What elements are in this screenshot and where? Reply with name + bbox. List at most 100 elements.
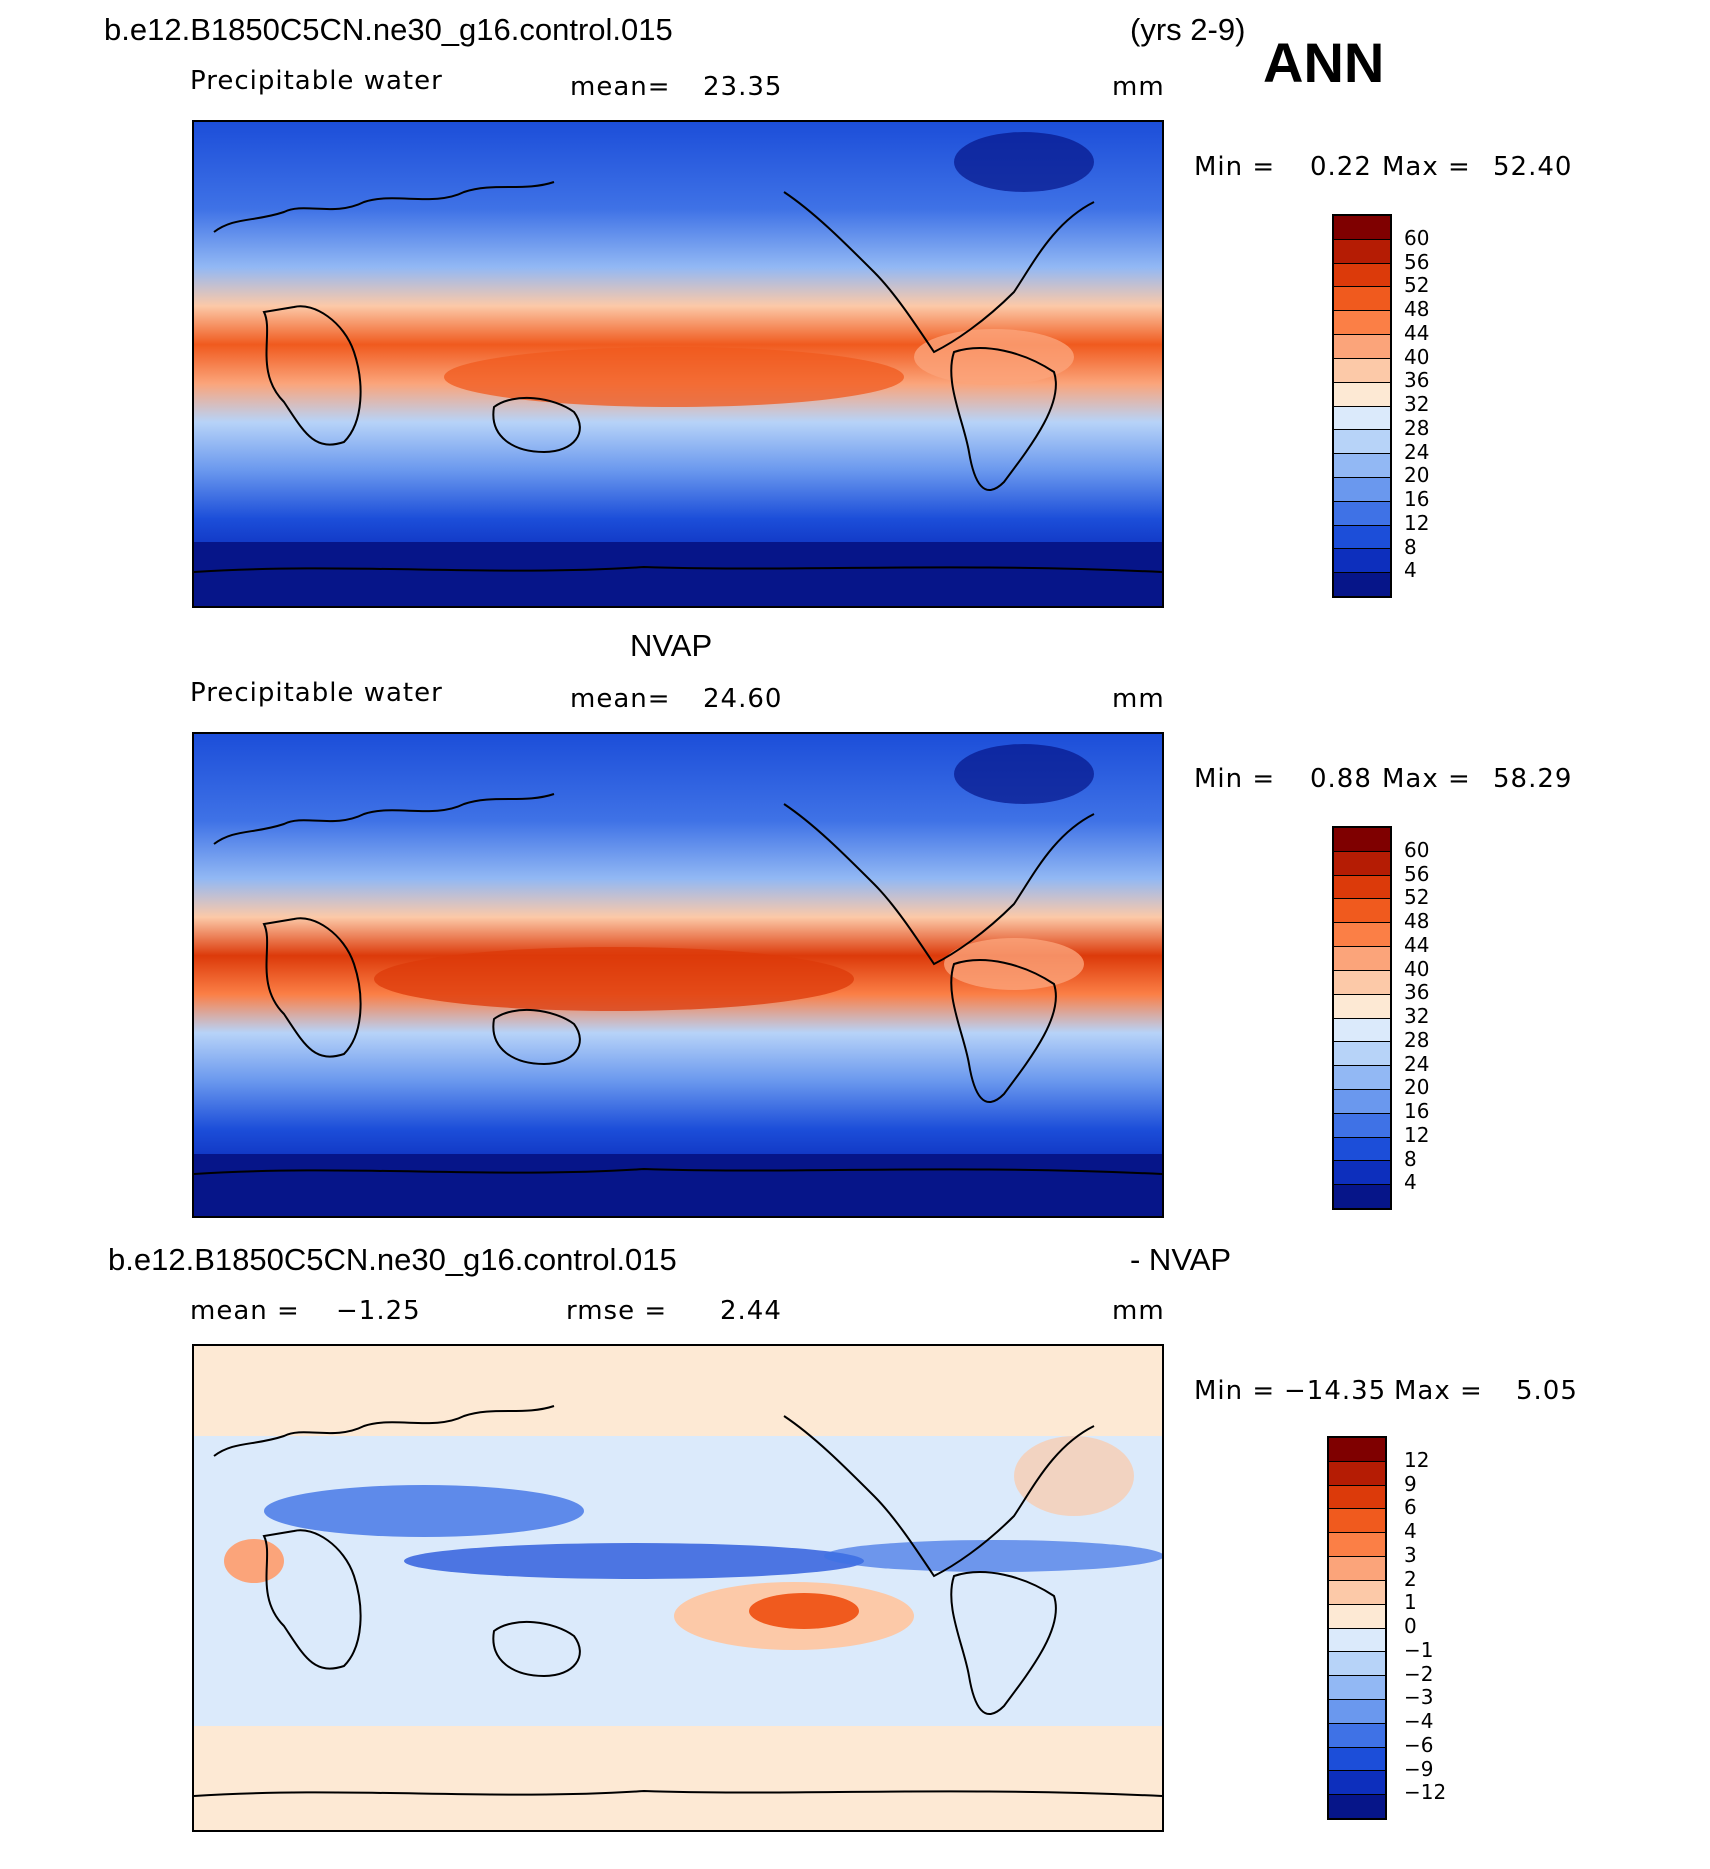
colorbar-segment: [1334, 454, 1390, 478]
colorbar-segment: [1334, 1018, 1390, 1043]
panel2-min-label: Min =: [1194, 764, 1276, 794]
colorbar-tick-label: 56: [1404, 861, 1430, 886]
colorbar-tick-label: 48: [1404, 297, 1430, 321]
colorbar-segment: [1334, 501, 1390, 526]
colorbar-segment: [1329, 1557, 1385, 1581]
panel1-map: [192, 120, 1164, 608]
panel3-mean-value: −1.25: [336, 1296, 421, 1326]
colorbar-tick-label: 8: [1404, 534, 1417, 559]
colorbar-segment: [1334, 1113, 1390, 1138]
colorbar-tick-label: 44: [1404, 932, 1430, 957]
colorbar-tick-label: 12: [1404, 1122, 1430, 1147]
panel1-mean-value: 23.35: [703, 72, 783, 102]
colorbar-tick-label: 20: [1404, 463, 1430, 488]
panel2-max-label: Max =: [1382, 764, 1471, 794]
colorbar-tick-label: −4: [1404, 1709, 1434, 1733]
colorbar-tick-label: 4: [1404, 1519, 1417, 1543]
panel3-contour-field: [194, 1346, 1162, 1830]
colorbar-segment: [1334, 923, 1390, 948]
panel1-coastlines: [194, 181, 1162, 573]
colorbar-tick-label: 24: [1404, 1051, 1430, 1076]
colorbar-tick-label: 20: [1404, 1075, 1430, 1100]
panel3-min-value: −14.35: [1284, 1376, 1387, 1406]
colorbar-segment: [1334, 263, 1390, 288]
colorbar-segment: [1334, 525, 1390, 550]
panel1-colorbar: [1332, 214, 1392, 598]
years-label: (yrs 2-9): [1130, 12, 1246, 47]
panel1-variable: Precipitable water: [190, 66, 443, 96]
panel2-colorbar-ticks: 60 56 52 48 44 40 36 32 28 24 20 16 12 8 4: [1404, 826, 1464, 1206]
colorbar-tick-label: 40: [1404, 956, 1430, 981]
panel2-colorbar: [1332, 826, 1392, 1210]
panel2-mean-value: 24.60: [703, 684, 783, 714]
colorbar-segment: [1329, 1604, 1385, 1629]
panel3-map: [192, 1344, 1164, 1832]
colorbar-segment: [1329, 1509, 1385, 1534]
colorbar-tick-label: 1: [1404, 1590, 1417, 1615]
colorbar-tick-label: 12: [1404, 1447, 1430, 1472]
panel3-mean-label: mean =: [190, 1296, 300, 1326]
colorbar-segment: [1329, 1485, 1385, 1510]
colorbar-segment: [1334, 216, 1390, 240]
colorbar-segment: [1329, 1723, 1385, 1748]
colorbar-tick-label: 6: [1404, 1495, 1417, 1520]
panel3-rmse-value: 2.44: [720, 1296, 782, 1326]
colorbar-segment: [1334, 549, 1390, 574]
colorbar-segment: [1334, 1185, 1390, 1208]
panel3-title-left: b.e12.B1850C5CN.ne30_g16.control.015: [108, 1242, 677, 1277]
colorbar-tick-label: 60: [1404, 837, 1430, 862]
colorbar-tick-label: −9: [1404, 1756, 1434, 1781]
panel2-units: mm: [1112, 684, 1165, 714]
colorbar-tick-label: 52: [1404, 273, 1430, 298]
panel1-units: mm: [1112, 72, 1165, 102]
colorbar-tick-label: 44: [1404, 320, 1430, 345]
colorbar-segment: [1334, 335, 1390, 359]
colorbar-segment: [1329, 1771, 1385, 1796]
panel1-min-value: 0.22: [1310, 152, 1372, 182]
colorbar-segment: [1334, 899, 1390, 924]
panel3-colorbar: [1327, 1436, 1387, 1820]
colorbar-segment: [1334, 239, 1390, 264]
colorbar-tick-label: −6: [1404, 1732, 1434, 1757]
panel3-coastlines: [194, 1405, 1162, 1797]
panel3-max-label: Max =: [1394, 1376, 1483, 1406]
panel1-contour-field: [194, 122, 1162, 606]
colorbar-segment: [1334, 311, 1390, 336]
panel1-max-value: 52.40: [1493, 152, 1573, 182]
colorbar-segment: [1334, 875, 1390, 900]
colorbar-tick-label: 2: [1404, 1566, 1417, 1591]
panel3-colorbar-ticks: 12 9 6 4 3 2 1 0 −1 −2 −3 −4 −6 −9 −12: [1404, 1436, 1464, 1816]
panel1-mean-label: mean=: [570, 72, 671, 102]
colorbar-segment: [1329, 1652, 1385, 1677]
colorbar-segment: [1329, 1438, 1385, 1462]
panel2-title: NVAP: [630, 628, 713, 663]
panel1-colorbar-ticks: 60 56 52 48 44 40 36 32 28 24 20 16 12 8 4: [1404, 214, 1464, 594]
colorbar-tick-label: −1: [1404, 1637, 1434, 1662]
colorbar-tick-label: 28: [1404, 415, 1430, 440]
panel2-coastlines: [194, 793, 1162, 1175]
panel3-min-label: Min =: [1194, 1376, 1276, 1406]
colorbar-segment: [1334, 382, 1390, 407]
colorbar-segment: [1334, 406, 1390, 431]
colorbar-tick-label: 56: [1404, 249, 1430, 274]
colorbar-tick-label: −3: [1404, 1685, 1434, 1710]
colorbar-tick-label: 36: [1404, 368, 1430, 393]
colorbar-tick-label: 48: [1404, 909, 1430, 933]
case-title: b.e12.B1850C5CN.ne30_g16.control.015: [104, 12, 673, 47]
panel3-title-right: - NVAP: [1130, 1242, 1232, 1277]
colorbar-segment: [1329, 1461, 1385, 1486]
colorbar-segment: [1329, 1533, 1385, 1558]
colorbar-tick-label: 16: [1404, 487, 1430, 511]
colorbar-segment: [1334, 287, 1390, 312]
colorbar-tick-label: 9: [1404, 1471, 1417, 1496]
colorbar-tick-label: 24: [1404, 439, 1430, 464]
colorbar-segment: [1334, 573, 1390, 596]
colorbar-tick-label: 32: [1404, 1004, 1430, 1028]
colorbar-tick-label: 28: [1404, 1027, 1430, 1052]
colorbar-tick-label: 8: [1404, 1146, 1417, 1171]
colorbar-segment: [1329, 1676, 1385, 1700]
colorbar-tick-label: 52: [1404, 885, 1430, 910]
panel3-rmse-label: rmse =: [566, 1296, 668, 1326]
colorbar-segment: [1334, 828, 1390, 852]
colorbar-segment: [1334, 358, 1390, 383]
